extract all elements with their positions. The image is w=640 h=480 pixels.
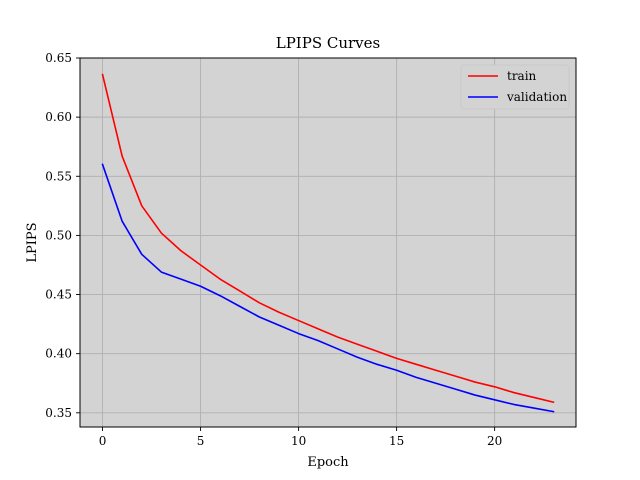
x-tick-label: 15 xyxy=(389,434,404,448)
x-tick-label: 20 xyxy=(487,434,502,448)
y-tick-label: 0.45 xyxy=(45,288,72,302)
y-tick-label: 0.60 xyxy=(45,110,72,124)
y-tick-label: 0.65 xyxy=(45,51,72,65)
legend: train validation xyxy=(460,64,570,110)
y-tick-label: 0.40 xyxy=(45,347,72,361)
legend-label-validation: validation xyxy=(506,90,567,104)
y-tick-label: 0.50 xyxy=(45,228,72,242)
x-tick-label: 0 xyxy=(99,434,107,448)
plot-area xyxy=(80,58,576,427)
y-axis-label: LPIPS xyxy=(25,222,40,262)
x-axis-label: Epoch xyxy=(307,455,349,470)
plot-frame xyxy=(79,57,577,428)
axis-ticks: 0 5 10 15 20 0.35 0.40 0.45 0.50 0.55 0.60 0.65 xyxy=(45,51,502,448)
x-tick-label: 5 xyxy=(197,434,205,448)
y-tick-label: 0.35 xyxy=(45,406,72,420)
series-lines xyxy=(101,73,555,413)
chart-title: LPIPS Curves xyxy=(276,34,380,52)
y-tick-label: 0.55 xyxy=(45,169,72,183)
x-tick-label: 10 xyxy=(291,434,306,448)
series-line-train xyxy=(101,73,555,404)
series-line-validation xyxy=(101,163,555,413)
legend-label-train: train xyxy=(507,69,537,83)
